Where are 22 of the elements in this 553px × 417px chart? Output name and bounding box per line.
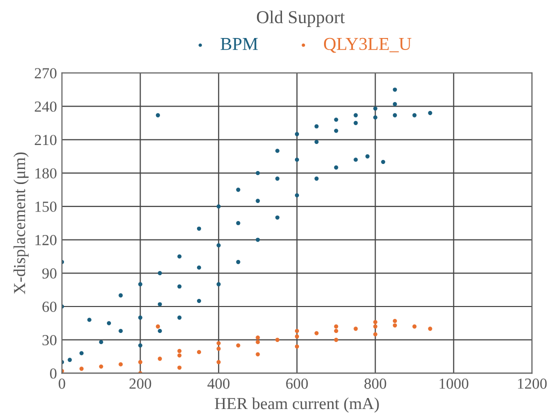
y-tick-label: 150: [36, 202, 56, 212]
y-tick-label: 60: [42, 302, 56, 312]
y-tick-label: 180: [36, 168, 56, 179]
legend-label: QLY3LE_U: [324, 38, 412, 53]
y-axis-title: X-displacement (μm): [13, 152, 29, 294]
x-tick-label: 200: [129, 378, 152, 389]
y-tick-label: 120: [36, 234, 56, 246]
y-tick-label: 30: [42, 334, 56, 346]
y-tick-label: 240: [34, 101, 56, 112]
legend-label: BPM: [220, 38, 258, 50]
y-tick-label: 270: [34, 68, 56, 78]
x-tick-label: 1200: [518, 378, 547, 389]
y-tick-label: 90: [42, 268, 56, 279]
x-tick-label: 400: [207, 378, 230, 389]
x-tick-label: 600: [286, 378, 308, 389]
x-tick-label: 0: [58, 378, 66, 389]
x-tick-label: 1000: [440, 378, 468, 389]
y-tick-label: 210: [34, 134, 56, 146]
x-axis-title: HER beam current (mA): [214, 397, 379, 413]
x-tick-label: 800: [364, 378, 386, 389]
y-tick-label: 0: [50, 368, 56, 379]
chart-title: Old Support: [256, 10, 345, 27]
